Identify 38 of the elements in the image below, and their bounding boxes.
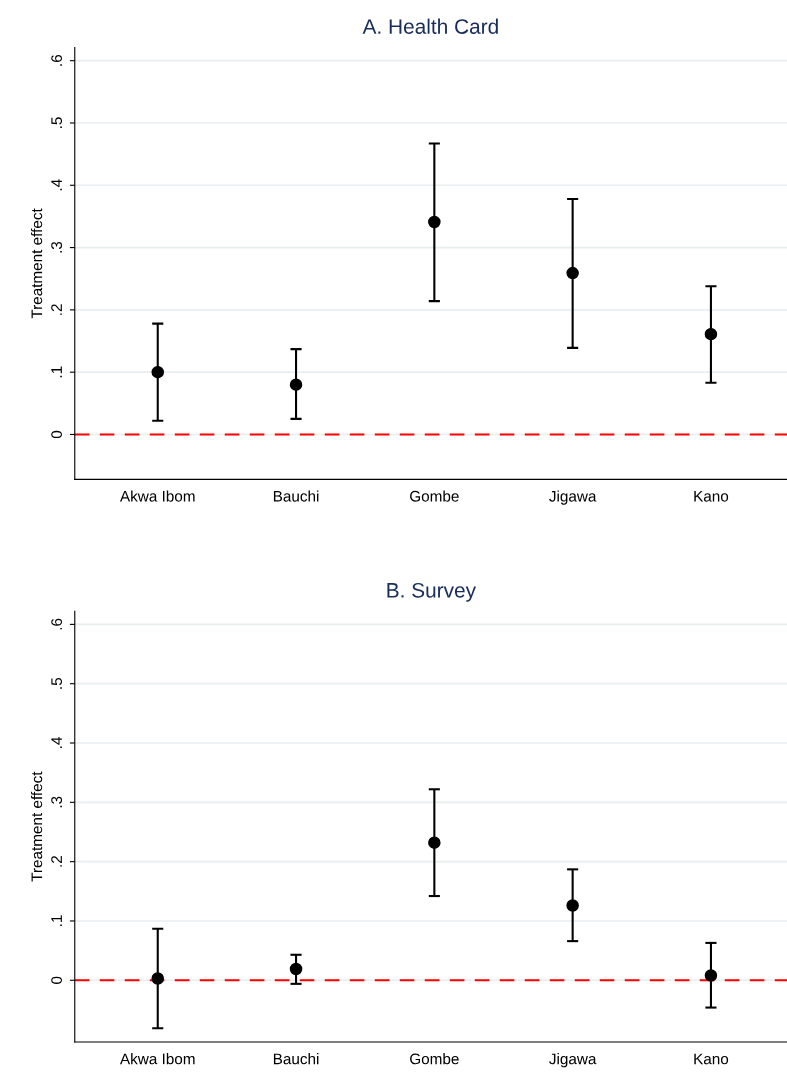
y-tick-label: .2 — [51, 304, 62, 315]
chart-title: A. Health Card — [362, 18, 498, 34]
y-axis-title: Treatment effect — [31, 208, 43, 319]
point — [151, 365, 164, 379]
point — [289, 962, 303, 976]
point — [704, 969, 718, 982]
point — [566, 899, 579, 912]
y-tick-label: .5 — [51, 677, 63, 689]
x-tick-label: Kano — [694, 1053, 729, 1065]
x-tick-label: Jigawa — [549, 490, 597, 505]
point — [289, 378, 303, 391]
x-tick-label: Bauchi — [273, 1053, 319, 1065]
point — [428, 836, 441, 849]
y-tick-label: .6 — [51, 618, 63, 630]
point — [566, 266, 579, 280]
y-tick-label: .6 — [51, 54, 63, 66]
y-tick-label: .3 — [51, 796, 63, 808]
x-tick-label: Gombe — [410, 490, 459, 502]
chart-title: B. Survey — [387, 582, 476, 602]
x-tick-label: Gombe — [410, 1053, 459, 1065]
y-tick-label: .4 — [51, 179, 62, 191]
y-tick-label: .2 — [51, 856, 62, 867]
point — [704, 327, 718, 341]
x-tick-label: Kano — [694, 491, 729, 502]
y-tick-label: .3 — [51, 241, 63, 253]
y-tick-label: 0 — [51, 976, 63, 984]
y-tick-label: .4 — [51, 737, 62, 748]
point — [151, 972, 164, 985]
x-tick-label: Jigawa — [549, 1053, 597, 1068]
x-tick-label: Akwa Ibom — [119, 490, 195, 502]
point — [428, 215, 441, 229]
x-tick-label: Akwa Ibom — [119, 1053, 195, 1065]
x-tick-label: Bauchi — [273, 490, 319, 502]
y-axis-title: Treatment effect — [31, 771, 43, 882]
y-tick-label: .1 — [51, 915, 62, 926]
y-tick-label: .5 — [51, 117, 63, 128]
y-tick-label: .1 — [51, 366, 62, 378]
y-tick-label: 0 — [51, 430, 63, 439]
